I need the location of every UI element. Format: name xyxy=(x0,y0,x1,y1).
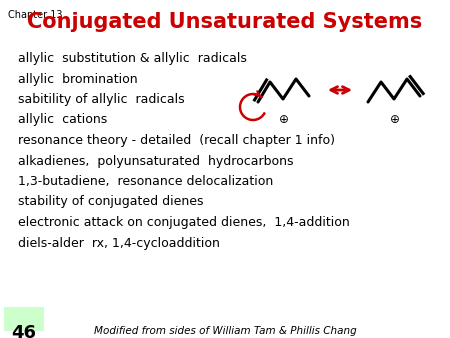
Text: $\oplus$: $\oplus$ xyxy=(388,113,400,126)
Text: sabitility of allylic  radicals: sabitility of allylic radicals xyxy=(18,93,184,106)
Text: alkadienes,  polyunsaturated  hydrocarbons: alkadienes, polyunsaturated hydrocarbons xyxy=(18,154,293,168)
Text: allylic  substitution & allylic  radicals: allylic substitution & allylic radicals xyxy=(18,52,247,65)
Text: allylic  cations: allylic cations xyxy=(18,114,107,126)
Text: 46: 46 xyxy=(12,324,36,338)
Text: Conjugated Unsaturated Systems: Conjugated Unsaturated Systems xyxy=(27,12,423,32)
Text: Modified from sides of William Tam & Phillis Chang: Modified from sides of William Tam & Phi… xyxy=(94,326,356,336)
Text: Chapter 13: Chapter 13 xyxy=(8,10,63,20)
FancyBboxPatch shape xyxy=(4,307,44,331)
Text: electronic attack on conjugated dienes,  1,4-addition: electronic attack on conjugated dienes, … xyxy=(18,216,350,229)
Text: stability of conjugated dienes: stability of conjugated dienes xyxy=(18,195,203,209)
Text: allylic  bromination: allylic bromination xyxy=(18,72,138,86)
Text: $\oplus$: $\oplus$ xyxy=(278,113,288,126)
Text: resonance theory - detailed  (recall chapter 1 info): resonance theory - detailed (recall chap… xyxy=(18,134,335,147)
Text: diels-alder  rx, 1,4-cycloaddition: diels-alder rx, 1,4-cycloaddition xyxy=(18,237,220,249)
Text: 1,3-butadiene,  resonance delocalization: 1,3-butadiene, resonance delocalization xyxy=(18,175,273,188)
